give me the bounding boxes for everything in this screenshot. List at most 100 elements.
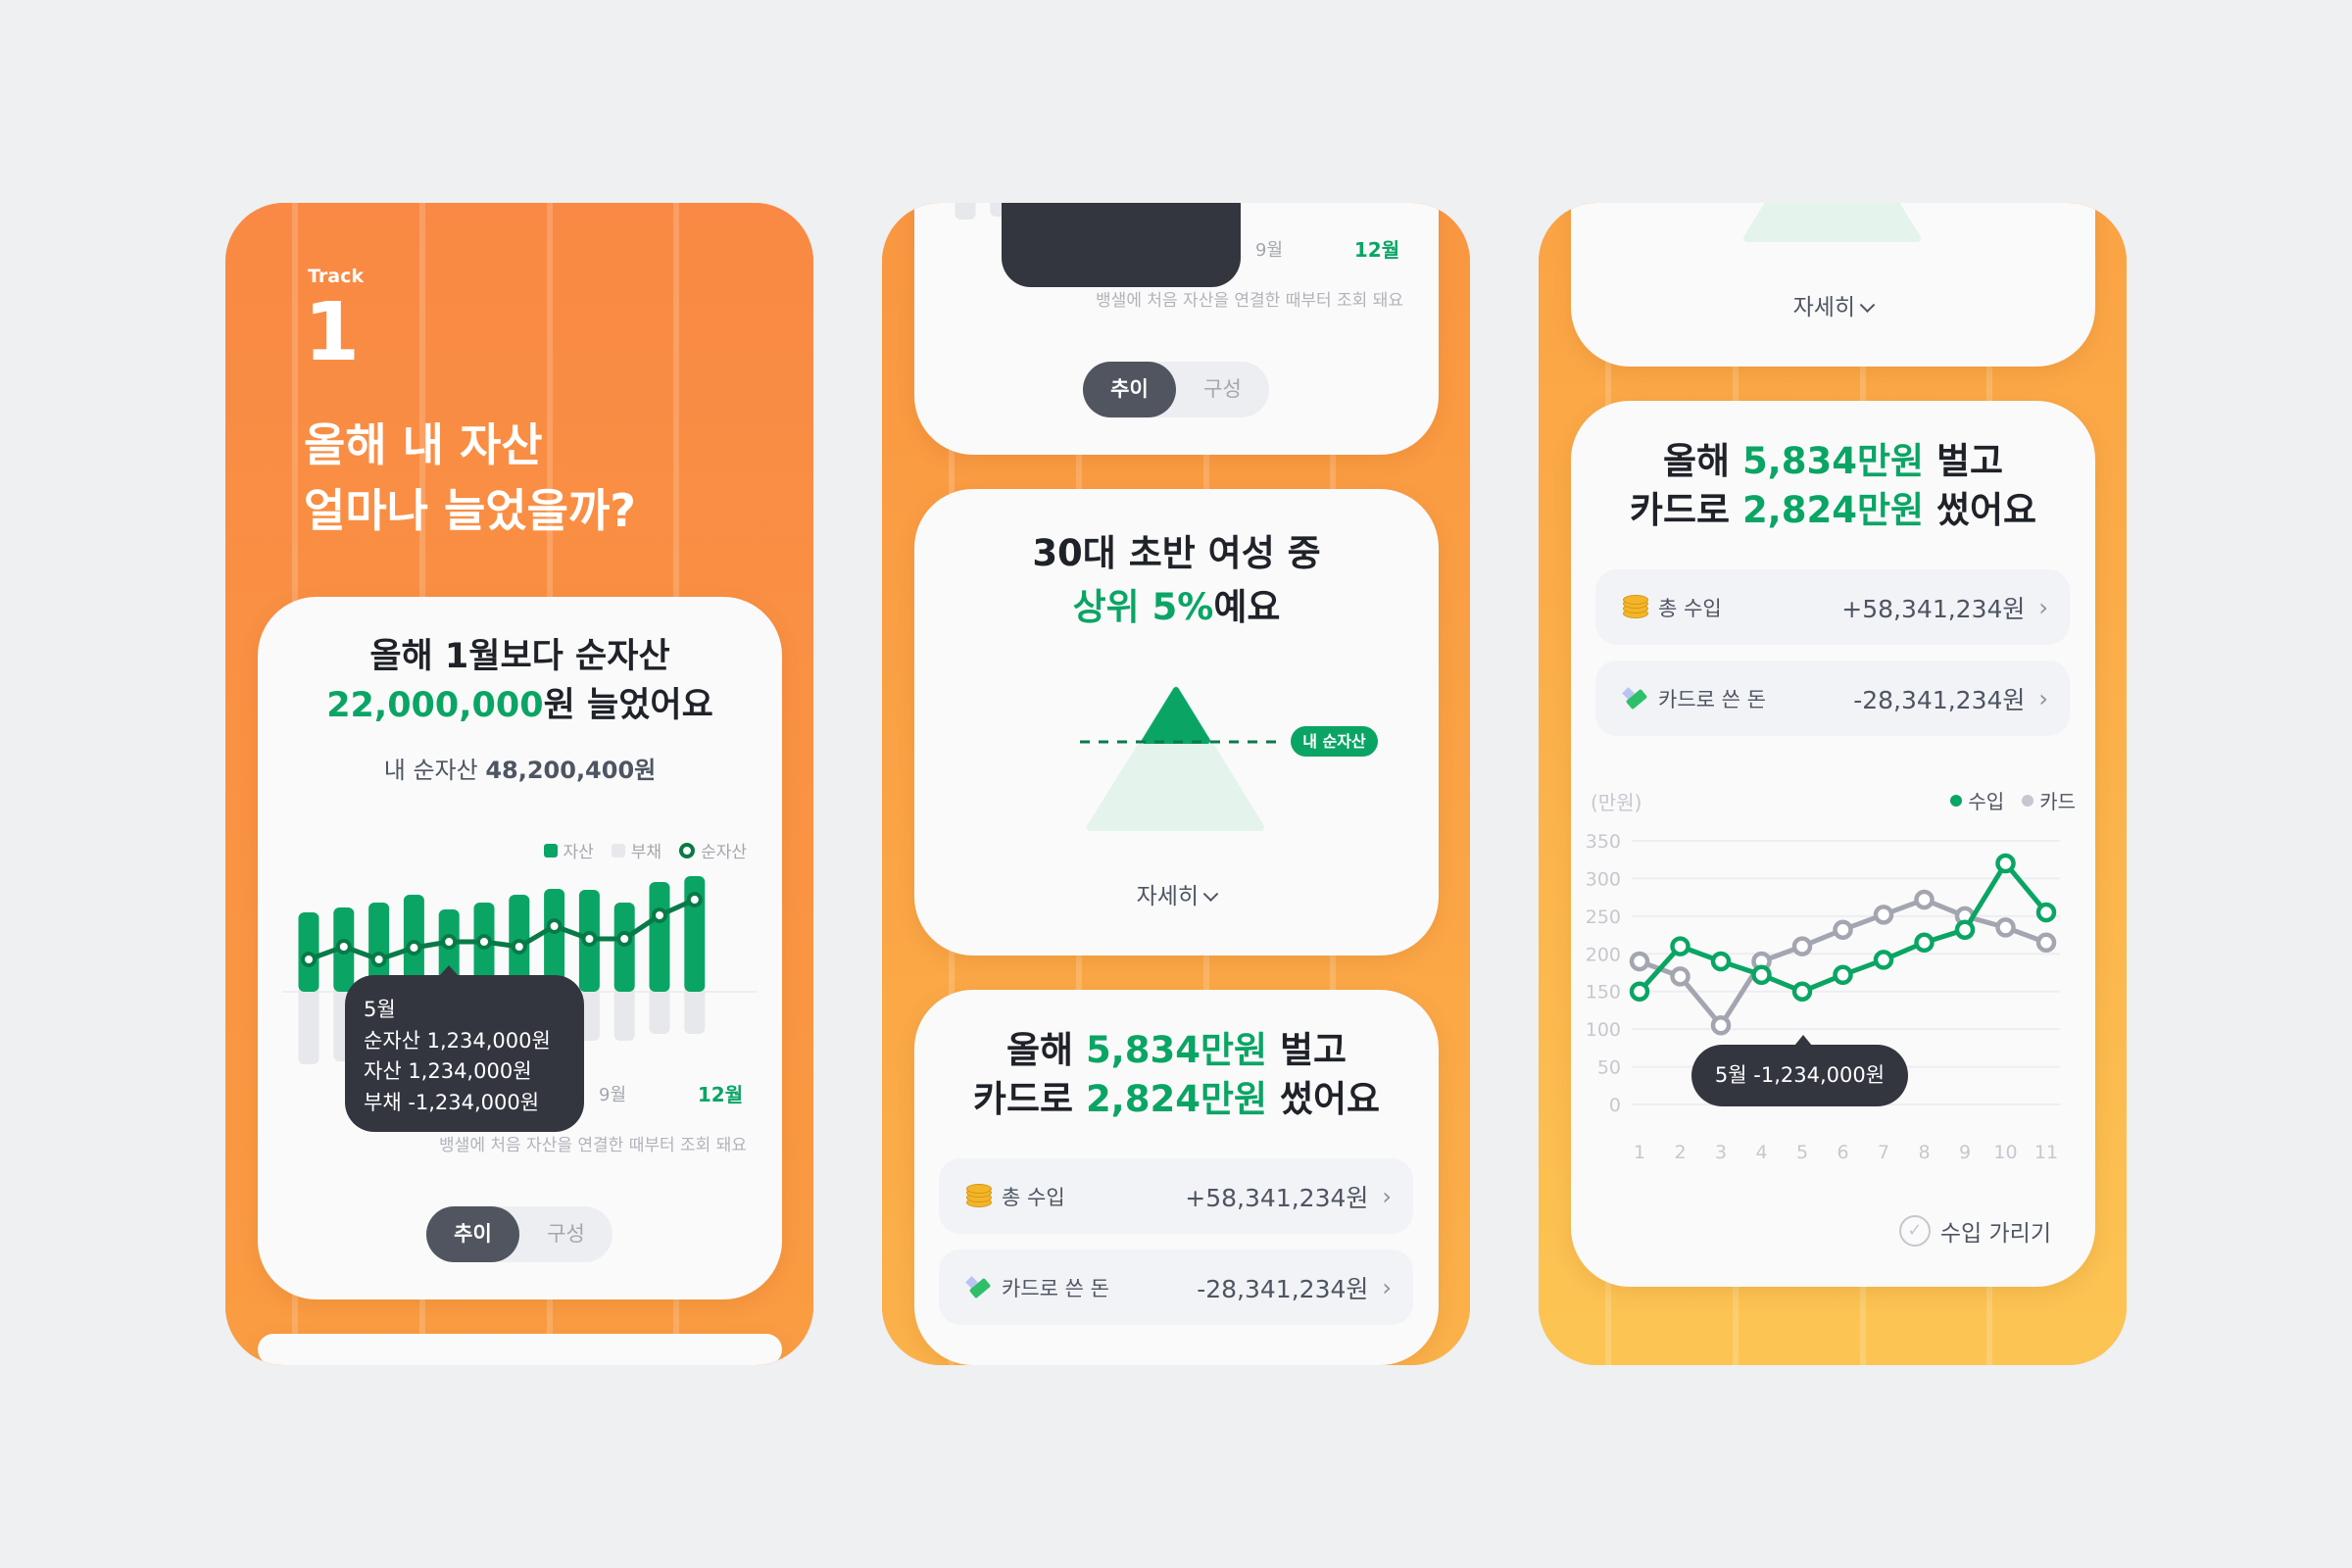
x-tick-label: 7 bbox=[1878, 1142, 1889, 1163]
card-point bbox=[1914, 889, 1935, 910]
track-number: 1 bbox=[304, 286, 361, 379]
card-point bbox=[1833, 919, 1853, 940]
legend-label: 자산 bbox=[563, 843, 594, 862]
row-value: -28,341,234원 bbox=[1197, 1274, 1369, 1303]
chart-footnote: 뱅샐에 처음 자산을 연결한 때부터 조회 돼요 bbox=[439, 1136, 747, 1155]
story-panel-1: Track 1 올해 내 자산 얼마나 늘었을까? 올해 1월보다 순자산 22… bbox=[225, 203, 813, 1365]
y-tick-label: 100 bbox=[1586, 1019, 1621, 1041]
net-worth-point bbox=[686, 892, 703, 907]
legend-item-card: 카드 bbox=[2022, 786, 2076, 814]
income-point bbox=[2035, 902, 2057, 923]
card-heading: 30대 초반 여성 중 상위 5%예요 bbox=[914, 526, 1439, 634]
x-tick-label: 11 bbox=[2034, 1142, 2058, 1163]
card-spend-row[interactable]: 카드로 쓴 돈 -28,341,234원 › bbox=[1595, 661, 2070, 736]
card-heading: 올해 1월보다 순자산 22,000,000원 늘었어요 bbox=[258, 632, 782, 730]
net-worth-value: 48,200,400원 bbox=[485, 757, 657, 784]
tooltip-net: 순자산 1,234,000원 bbox=[364, 1028, 551, 1053]
rank-pyramid bbox=[1080, 686, 1279, 831]
income-amount: 5,834만원 bbox=[1741, 440, 1925, 482]
chart-tooltip bbox=[1002, 203, 1241, 287]
net-worth-point bbox=[441, 934, 458, 950]
heading-line: 카드로 2,824만원 썼어요 bbox=[914, 1075, 1439, 1124]
net-worth-point bbox=[335, 939, 352, 955]
debt-bar bbox=[955, 203, 976, 220]
row-label: 카드로 쓴 돈 bbox=[1658, 687, 1766, 711]
tab-composition[interactable]: 구성 bbox=[547, 1222, 585, 1246]
total-income-row[interactable]: 총 수입 +58,341,234원 › bbox=[1595, 569, 2070, 645]
asset-bar bbox=[368, 903, 390, 992]
net-worth-card: 9월 12월 뱅샐에 처음 자산을 연결한 때부터 조회 돼요 추이 구성 bbox=[914, 203, 1439, 455]
row-label: 총 수입 bbox=[1002, 1185, 1065, 1209]
cashflow-card: 올해 5,834만원 벌고 카드로 2,824만원 썼어요 총 수입 +58,3… bbox=[1571, 401, 2095, 1287]
heading-text: 카드로 bbox=[972, 1078, 1086, 1120]
legend-item-debt: 부채 bbox=[611, 838, 662, 862]
card-point bbox=[1995, 917, 2016, 938]
more-button[interactable]: 자세히 bbox=[914, 877, 1439, 910]
income-point bbox=[1751, 964, 1772, 986]
title-line: 얼마나 늘었을까? bbox=[304, 484, 636, 537]
more-button[interactable]: 자세히 bbox=[1571, 288, 2095, 321]
debt-bar bbox=[613, 986, 635, 1041]
rank-pyramid bbox=[1743, 203, 1921, 242]
legend-label: 부채 bbox=[630, 843, 662, 862]
net-worth-point bbox=[581, 931, 598, 947]
net-worth-chart[interactable] bbox=[258, 597, 782, 1299]
chart-legend: 수입 카드 bbox=[1950, 786, 2076, 814]
chevron-right-icon: › bbox=[2038, 684, 2048, 712]
card-point bbox=[2035, 932, 2057, 954]
y-tick-label: 200 bbox=[1586, 944, 1621, 965]
card-heading: 올해 5,834만원 벌고 카드로 2,824만원 썼어요 bbox=[914, 1026, 1439, 1124]
legend-swatch bbox=[611, 843, 625, 858]
row-label: 총 수입 bbox=[1658, 596, 1722, 620]
income-point bbox=[1873, 950, 1894, 970]
heading-text: 벌고 bbox=[1924, 440, 2004, 482]
cashflow-chart[interactable]: 0 50 100 150 200 250 300 350 1 2 3 4 5 6 7 8 9 10 11 bbox=[1571, 401, 2095, 1287]
legend-label: 순자산 bbox=[701, 843, 747, 862]
x-label-12[interactable]: 12월 bbox=[697, 1083, 744, 1106]
heading-text: 카드로 bbox=[1629, 489, 1742, 531]
card-point bbox=[1791, 936, 1813, 956]
x-label-12[interactable]: 12월 bbox=[1353, 238, 1400, 262]
net-worth-label: 내 순자산 bbox=[383, 757, 478, 784]
tab-composition[interactable]: 구성 bbox=[1203, 377, 1242, 401]
cashflow-chart[interactable] bbox=[914, 990, 1439, 1365]
x-tick-label: 10 bbox=[1993, 1142, 2017, 1163]
card-point bbox=[1873, 905, 1894, 925]
pyramid-base bbox=[1087, 686, 1264, 831]
check-circle-icon: ✓ bbox=[1898, 1215, 1931, 1247]
tab-trend[interactable]: 추이 bbox=[426, 1206, 519, 1262]
coin-stack-icon bbox=[1623, 594, 1648, 620]
story-scroll-content[interactable]: 9월 12월 뱅샐에 처음 자산을 연결한 때부터 조회 돼요 추이 구성 30… bbox=[882, 203, 1470, 1365]
income-point bbox=[1670, 936, 1690, 956]
net-worth-point bbox=[370, 952, 387, 967]
increase-amount: 22,000,000 bbox=[326, 686, 544, 725]
y-tick-label: 350 bbox=[1586, 831, 1621, 853]
story-panel-3: 자세히 올해 5,834만원 벌고 카드로 2,824만원 썼어요 총 수입 +… bbox=[1539, 203, 2127, 1365]
net-worth-point bbox=[511, 939, 527, 955]
x-tick-label: 3 bbox=[1715, 1142, 1727, 1163]
cashflow-card: 올해 5,834만원 벌고 카드로 2,824만원 썼어요 총 수입 +58,3… bbox=[914, 990, 1439, 1365]
story-title: 올해 내 자산 얼마나 늘었을까? bbox=[304, 413, 636, 544]
my-net-worth-badge: 내 순자산 bbox=[1291, 726, 1378, 757]
card-point bbox=[1629, 951, 1650, 972]
view-toggle: 추이 구성 bbox=[1083, 362, 1269, 417]
story-scroll-content[interactable]: 자세히 올해 5,834만원 벌고 카드로 2,824만원 썼어요 총 수입 +… bbox=[1539, 203, 2127, 1365]
net-worth-point bbox=[301, 952, 317, 967]
y-tick-label: 250 bbox=[1586, 906, 1621, 928]
heading-line: 올해 1월보다 순자산 bbox=[369, 637, 670, 676]
chevron-right-icon: › bbox=[1382, 1182, 1392, 1210]
heading-text: 썼어요 bbox=[1924, 489, 2037, 531]
x-tick-label: 2 bbox=[1674, 1142, 1686, 1163]
total-income-row[interactable]: 총 수입 +58,341,234원 › bbox=[939, 1158, 1413, 1234]
hide-income-label: 수입 가리기 bbox=[1939, 1221, 2051, 1247]
heading-line: 올해 5,834만원 벌고 bbox=[1571, 437, 2095, 486]
heading-line: 카드로 2,824만원 썼어요 bbox=[1571, 486, 2095, 535]
tab-trend[interactable]: 추이 bbox=[1083, 362, 1176, 417]
x-label-9: 9월 bbox=[598, 1085, 627, 1105]
card-spend-row[interactable]: 카드로 쓴 돈 -28,341,234원 › bbox=[939, 1250, 1413, 1325]
story-scroll-content[interactable]: Track 1 올해 내 자산 얼마나 늘었을까? 올해 1월보다 순자산 22… bbox=[225, 203, 813, 1365]
chevron-down-icon bbox=[1860, 297, 1876, 314]
spend-amount: 2,824만원 bbox=[1085, 1078, 1268, 1120]
hide-income-toggle[interactable]: ✓ 수입 가리기 bbox=[1898, 1214, 2051, 1248]
x-tick-label: 9 bbox=[1959, 1142, 1971, 1163]
